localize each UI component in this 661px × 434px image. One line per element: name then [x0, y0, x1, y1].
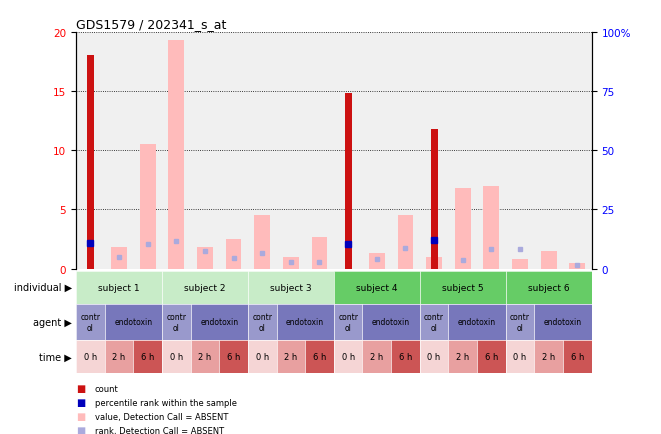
- Text: endotoxin: endotoxin: [286, 318, 325, 327]
- Bar: [197, 248, 213, 269]
- Bar: [283, 257, 299, 269]
- Text: agent ▶: agent ▶: [33, 317, 72, 327]
- Text: endotoxin: endotoxin: [200, 318, 239, 327]
- Bar: [455, 189, 471, 269]
- Text: 2 h: 2 h: [112, 352, 126, 362]
- Text: individual ▶: individual ▶: [14, 283, 72, 293]
- Text: contr
ol: contr ol: [253, 312, 272, 332]
- Text: subject 5: subject 5: [442, 283, 483, 292]
- Text: contr
ol: contr ol: [424, 312, 444, 332]
- Text: subject 1: subject 1: [98, 283, 139, 292]
- Text: ■: ■: [76, 411, 85, 421]
- Bar: [397, 216, 413, 269]
- Text: 0 h: 0 h: [170, 352, 183, 362]
- Text: 6 h: 6 h: [399, 352, 412, 362]
- Text: 6 h: 6 h: [313, 352, 326, 362]
- Bar: [139, 145, 155, 269]
- Text: 0 h: 0 h: [342, 352, 355, 362]
- Bar: [254, 216, 270, 269]
- Text: endotoxin: endotoxin: [544, 318, 582, 327]
- Text: endotoxin: endotoxin: [114, 318, 153, 327]
- Text: subject 6: subject 6: [528, 283, 569, 292]
- Text: 6 h: 6 h: [485, 352, 498, 362]
- Text: subject 4: subject 4: [356, 283, 397, 292]
- Bar: [111, 248, 127, 269]
- Bar: [87, 56, 94, 269]
- Text: count: count: [95, 384, 118, 393]
- Text: 6 h: 6 h: [227, 352, 240, 362]
- Text: 0 h: 0 h: [428, 352, 441, 362]
- Bar: [512, 260, 528, 269]
- Bar: [483, 186, 499, 269]
- Text: 2 h: 2 h: [456, 352, 469, 362]
- Bar: [369, 254, 385, 269]
- Text: 0 h: 0 h: [84, 352, 97, 362]
- Text: 2 h: 2 h: [284, 352, 297, 362]
- Text: contr
ol: contr ol: [81, 312, 100, 332]
- Bar: [344, 94, 352, 269]
- Text: 0 h: 0 h: [514, 352, 527, 362]
- Text: time ▶: time ▶: [39, 352, 72, 362]
- Text: endotoxin: endotoxin: [372, 318, 410, 327]
- Bar: [426, 257, 442, 269]
- Text: subject 3: subject 3: [270, 283, 311, 292]
- Text: 6 h: 6 h: [570, 352, 584, 362]
- Text: 2 h: 2 h: [370, 352, 383, 362]
- Text: 0 h: 0 h: [256, 352, 269, 362]
- Text: ■: ■: [76, 384, 85, 393]
- Bar: [169, 41, 184, 269]
- Text: 6 h: 6 h: [141, 352, 154, 362]
- Text: percentile rank within the sample: percentile rank within the sample: [95, 398, 237, 407]
- Bar: [311, 237, 327, 269]
- Text: 2 h: 2 h: [198, 352, 212, 362]
- Text: value, Detection Call = ABSENT: value, Detection Call = ABSENT: [95, 412, 228, 421]
- Text: rank, Detection Call = ABSENT: rank, Detection Call = ABSENT: [95, 426, 223, 434]
- Text: 2 h: 2 h: [542, 352, 555, 362]
- Text: ■: ■: [76, 398, 85, 407]
- Bar: [541, 251, 557, 269]
- Text: contr
ol: contr ol: [167, 312, 186, 332]
- Bar: [225, 240, 241, 269]
- Text: subject 2: subject 2: [184, 283, 225, 292]
- Text: ■: ■: [76, 425, 85, 434]
- Text: contr
ol: contr ol: [510, 312, 530, 332]
- Text: endotoxin: endotoxin: [458, 318, 496, 327]
- Text: GDS1579 / 202341_s_at: GDS1579 / 202341_s_at: [76, 18, 226, 31]
- Text: contr
ol: contr ol: [338, 312, 358, 332]
- Bar: [569, 263, 585, 269]
- Bar: [430, 129, 438, 269]
